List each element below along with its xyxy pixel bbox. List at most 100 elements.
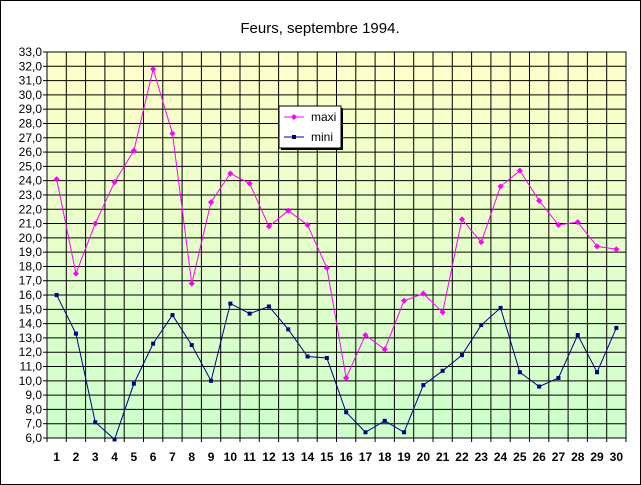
data-point-mini	[537, 384, 542, 389]
y-tick-label: 26,0	[19, 145, 43, 159]
data-point-mini	[189, 343, 194, 348]
x-tick-label: 13	[282, 450, 296, 464]
x-tick-label: 26	[532, 450, 546, 464]
data-point-maxi	[304, 221, 311, 229]
data-point-mini	[382, 418, 387, 423]
x-tick-label: 28	[571, 450, 585, 464]
data-point-maxi	[420, 290, 427, 297]
data-point-mini	[575, 333, 580, 338]
data-point-mini	[324, 355, 329, 360]
data-point-maxi	[593, 243, 601, 250]
data-point-mini	[498, 305, 503, 310]
x-tick-label: 7	[169, 450, 176, 464]
x-tick-label: 8	[188, 450, 195, 464]
data-point-maxi	[400, 297, 408, 304]
data-point-mini	[556, 375, 561, 380]
x-tick-label: 12	[262, 450, 276, 464]
y-tick-label: 14,0	[19, 317, 43, 331]
data-point-maxi	[169, 130, 176, 137]
gridlines	[46, 51, 627, 439]
x-tick-label: 1	[53, 450, 60, 464]
data-point-mini	[151, 341, 156, 346]
y-tick-label: 12,0	[19, 345, 43, 359]
data-point-mini	[459, 353, 464, 358]
legend: maxi mini	[278, 105, 343, 150]
data-point-mini	[209, 378, 214, 383]
data-point-maxi	[535, 197, 543, 204]
data-point-mini	[479, 323, 484, 328]
y-tick-label: 24,0	[19, 174, 43, 188]
data-point-mini	[247, 311, 252, 316]
data-point-maxi	[439, 309, 446, 316]
x-tick-label: 22	[455, 450, 469, 464]
data-point-mini	[595, 370, 600, 375]
y-tick-label: 29,0	[19, 102, 43, 116]
data-point-maxi	[381, 346, 388, 353]
data-point-maxi	[555, 221, 562, 229]
x-tick-label: 11	[243, 450, 256, 464]
y-tick-label: 30,0	[19, 88, 43, 102]
x-tick-label: 16	[339, 450, 353, 464]
legend-label: mini	[311, 130, 333, 144]
y-tick-label: 13,0	[19, 331, 43, 345]
y-tick-label: 21,0	[19, 217, 43, 231]
y-tick-label: 16,0	[19, 288, 43, 302]
data-point-mini	[170, 313, 175, 318]
y-tick-label: 17,0	[19, 274, 43, 288]
y-tick-label: 7,0	[25, 417, 42, 431]
data-point-mini	[112, 437, 117, 442]
data-point-maxi	[111, 178, 118, 186]
x-tick-label: 4	[111, 450, 118, 464]
legend-marker	[290, 113, 298, 121]
y-tick-label: 11,0	[20, 360, 43, 374]
data-point-maxi	[342, 374, 350, 382]
legend-marker	[292, 135, 296, 139]
legend-box	[278, 105, 342, 149]
data-point-mini	[286, 327, 291, 332]
x-tick-label: 21	[436, 450, 450, 464]
y-tick-label: 8,0	[25, 402, 42, 416]
x-tick-label: 6	[150, 450, 157, 464]
data-point-maxi	[72, 270, 80, 277]
x-tick-label: 15	[320, 450, 334, 464]
data-point-mini	[614, 325, 619, 330]
data-point-mini	[54, 293, 59, 298]
data-point-mini	[266, 304, 271, 309]
x-tick-label: 25	[513, 450, 527, 464]
data-point-mini	[344, 410, 349, 415]
x-tick-label: 10	[224, 450, 238, 464]
y-tick-label: 32,0	[19, 59, 43, 73]
x-tick-label: 5	[131, 450, 138, 464]
x-tick-label: 18	[378, 450, 392, 464]
data-point-maxi	[265, 223, 273, 230]
y-tick-label: 20,0	[19, 231, 43, 245]
y-tick-label: 33,0	[19, 45, 43, 59]
legend-item-maxi: maxi	[284, 110, 336, 124]
data-point-maxi	[285, 207, 292, 214]
y-tick-label: 27,0	[19, 131, 43, 145]
data-point-maxi	[92, 220, 99, 227]
data-point-mini	[93, 420, 98, 425]
chart-title: Feurs, septembre 1994.	[240, 20, 399, 37]
data-point-maxi	[188, 280, 195, 287]
x-tick-label: 23	[475, 450, 489, 464]
y-tick-label: 31,0	[19, 74, 43, 88]
x-tick-label: 3	[92, 450, 99, 464]
x-tick-label: 17	[359, 450, 373, 464]
data-point-maxi	[574, 218, 581, 226]
series-line-mini	[56, 294, 617, 441]
y-tick-label: 25,0	[19, 159, 43, 173]
data-point-mini	[517, 370, 522, 375]
x-tick-label: 2	[73, 450, 80, 464]
data-point-mini	[305, 354, 310, 359]
y-tick-label: 15,0	[19, 302, 43, 316]
data-point-mini	[131, 381, 136, 386]
y-tick-label: 28,0	[19, 116, 43, 130]
data-point-mini	[228, 301, 233, 306]
y-tick-label: 18,0	[19, 259, 43, 273]
x-tick-label: 14	[301, 450, 315, 464]
data-point-maxi	[227, 170, 234, 177]
legend-label: maxi	[311, 110, 336, 124]
series-maxi	[53, 66, 620, 382]
data-point-maxi	[323, 264, 331, 272]
